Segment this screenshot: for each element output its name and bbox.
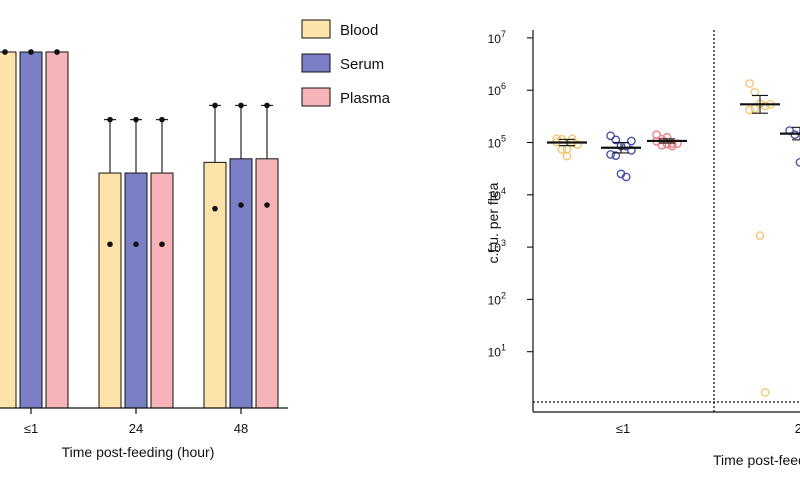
bar-points-group [2,49,270,248]
bar-serum-0 [19,51,43,409]
scatter-point-serum-0-6 [611,151,621,160]
legend-swatch-serum [301,53,331,73]
bar-point-serum-2-0 [238,102,244,109]
legend: Blood Serum Plasma [301,19,391,107]
bar-point-blood-0-1 [2,49,8,55]
log-tick-label-4: 104 [488,186,506,203]
scatter-points-group [552,79,800,397]
bar-x-axis-title: Time post-feeding (hour) [62,444,215,460]
scatter-point-blood-1-3 [760,101,770,111]
log-tick-label-1: 101 [488,343,506,360]
scatter-point-blood-0-7 [562,151,572,161]
scatter-point-blood-0-6 [557,145,567,154]
bar-serum-2 [229,158,253,409]
scatter-means-group [547,94,800,154]
bar-point-blood-1-1 [107,241,113,248]
scatter-chart-panel: 107 106 105 104 103 102 101 ≤1 24 Time post-fe… [485,29,800,468]
bar-series-group [0,51,279,409]
bar-point-blood-1-0 [107,116,113,123]
bar-plasma-0 [45,51,69,409]
bar-point-serum-0-1 [28,49,34,55]
log-tick-label-5: 105 [488,134,506,151]
bar-point-blood-2-1 [212,205,218,212]
scatter-point-blood-1-8 [760,388,770,397]
scatter-point-serum-1-2 [795,157,800,167]
scatter-x-axis-title: Time post-feeding (hour) [713,452,800,468]
bar-point-plasma-2-1 [264,202,270,208]
bar-x-tick-label-0: ≤1 [24,421,38,436]
log-tick-label-3: 103 [488,238,506,255]
bar-point-plasma-2-0 [264,102,270,109]
bar-point-serum-1-1 [133,241,139,248]
bar-x-tick-label-2: 48 [234,421,248,436]
bar-point-plasma-1-0 [159,116,165,123]
scatter-x-tick-24: 24 [795,421,800,436]
bar-point-blood-2-0 [212,102,218,109]
scatter-y-ticks: 107 106 105 104 103 102 101 [488,29,533,360]
bar-x-ticks: ≤1 24 48 [24,408,248,436]
scatter-point-serum-0-5 [606,150,615,159]
bar-point-plasma-1-1 [159,241,165,248]
legend-label-serum: Serum [340,56,384,73]
scatter-point-serum-0-0 [606,131,615,141]
scatter-point-blood-0-9 [573,140,582,150]
scatter-x-tick-1: ≤1 [616,421,630,436]
bar-blood-2 [203,161,227,409]
scatter-point-plasma-0-8 [667,141,677,151]
bar-x-tick-label-1: 24 [129,421,143,436]
scatter-point-plasma-0-0 [652,130,661,140]
bar-chart-panel: ≤1 24 48 Time post-feeding (hour) Blood Se… [0,19,391,460]
scatter-point-blood-1-7 [755,231,765,240]
log-tick-label-7: 107 [488,29,506,46]
bar-serum-1 [124,172,148,409]
scatter-point-blood-1-5 [745,105,754,115]
log-tick-label-2: 102 [488,290,506,307]
legend-swatch-plasma [301,87,331,107]
bar-blood-0 [0,51,17,409]
bar-plasma-1 [150,172,174,409]
scatter-point-serum-0-8 [621,172,631,182]
bar-blood-1 [98,172,122,409]
scatter-point-serum-0-1 [611,135,621,145]
log-tick-label-6: 106 [488,81,506,98]
scatter-point-blood-1-0 [745,79,754,88]
bar-point-serum-2-1 [238,202,244,208]
scatter-point-serum-0-9 [627,136,636,146]
scatter-point-blood-1-1 [750,87,760,97]
scatter-point-blood-1-6 [750,104,760,113]
bar-plasma-2 [255,158,279,409]
bar-point-serum-1-0 [133,116,139,123]
scatter-y-axis-title: c.f.u. per flea [485,182,501,263]
legend-label-plasma: Plasma [340,90,391,107]
bar-point-plasma-0-1 [54,49,60,55]
legend-swatch-blood [301,19,331,39]
legend-label-blood: Blood [340,22,378,39]
